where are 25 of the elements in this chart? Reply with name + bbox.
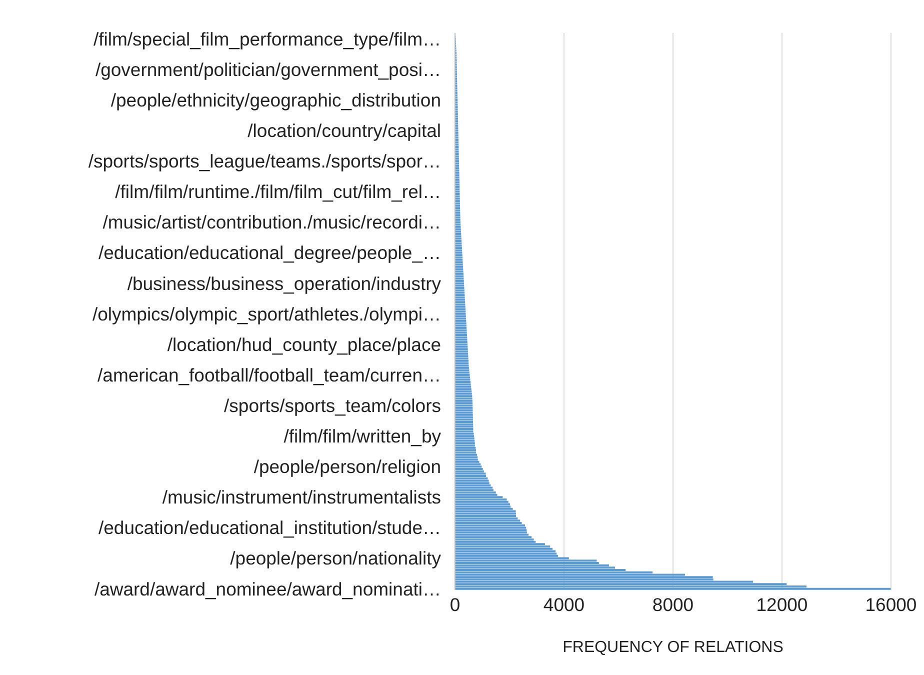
x-tick-label: 12000 — [756, 594, 808, 616]
y-tick-label: /music/instrument/instrumentalists — [162, 486, 441, 508]
y-tick-label: /government/politician/government_posi… — [95, 58, 441, 80]
y-tick-label: /film/film/runtime./film/film_cut/film_rel… — [115, 181, 441, 202]
y-tick-label: /people/person/nationality — [230, 548, 442, 569]
y-tick-label: /people/ethnicity/geographic_distribution — [110, 89, 441, 110]
x-tick-label: 16000 — [865, 594, 917, 616]
x-tick-label: 8000 — [652, 594, 694, 616]
x-tick-label: 4000 — [543, 594, 585, 616]
y-tick-label: /american_football/football_team/curren… — [98, 364, 441, 386]
y-tick-label: /location/hud_county_place/place — [167, 334, 441, 355]
y-tick-label: /award/award_nominee/award_nominati… — [94, 578, 441, 600]
y-tick-label: /film/film/written_by — [284, 426, 442, 447]
y-tick-label: /film/special_film_performance_type/film… — [93, 28, 441, 50]
y-tick-label: /education/educational_institution/stude… — [98, 517, 441, 538]
x-axis-title: FREQUENCY OF RELATIONS — [562, 639, 784, 656]
y-tick-label: /music/artist/contribution./music/recordi… — [102, 212, 441, 233]
y-tick-label: /education/educational_degree/people_… — [98, 242, 441, 264]
y-tick-label: /business/business_operation/industry — [127, 272, 442, 294]
x-tick-label: 0 — [450, 594, 460, 616]
y-tick-label: /sports/sports_league/teams./sports/spor… — [88, 150, 441, 172]
y-tick-label: /sports/sports_team/colors — [224, 394, 441, 416]
y-tick-label: /location/country/capital — [248, 120, 441, 142]
y-tick-label: /olympics/olympic_sport/athletes./olympi… — [92, 303, 441, 324]
y-tick-label: /people/person/religion — [254, 456, 441, 478]
